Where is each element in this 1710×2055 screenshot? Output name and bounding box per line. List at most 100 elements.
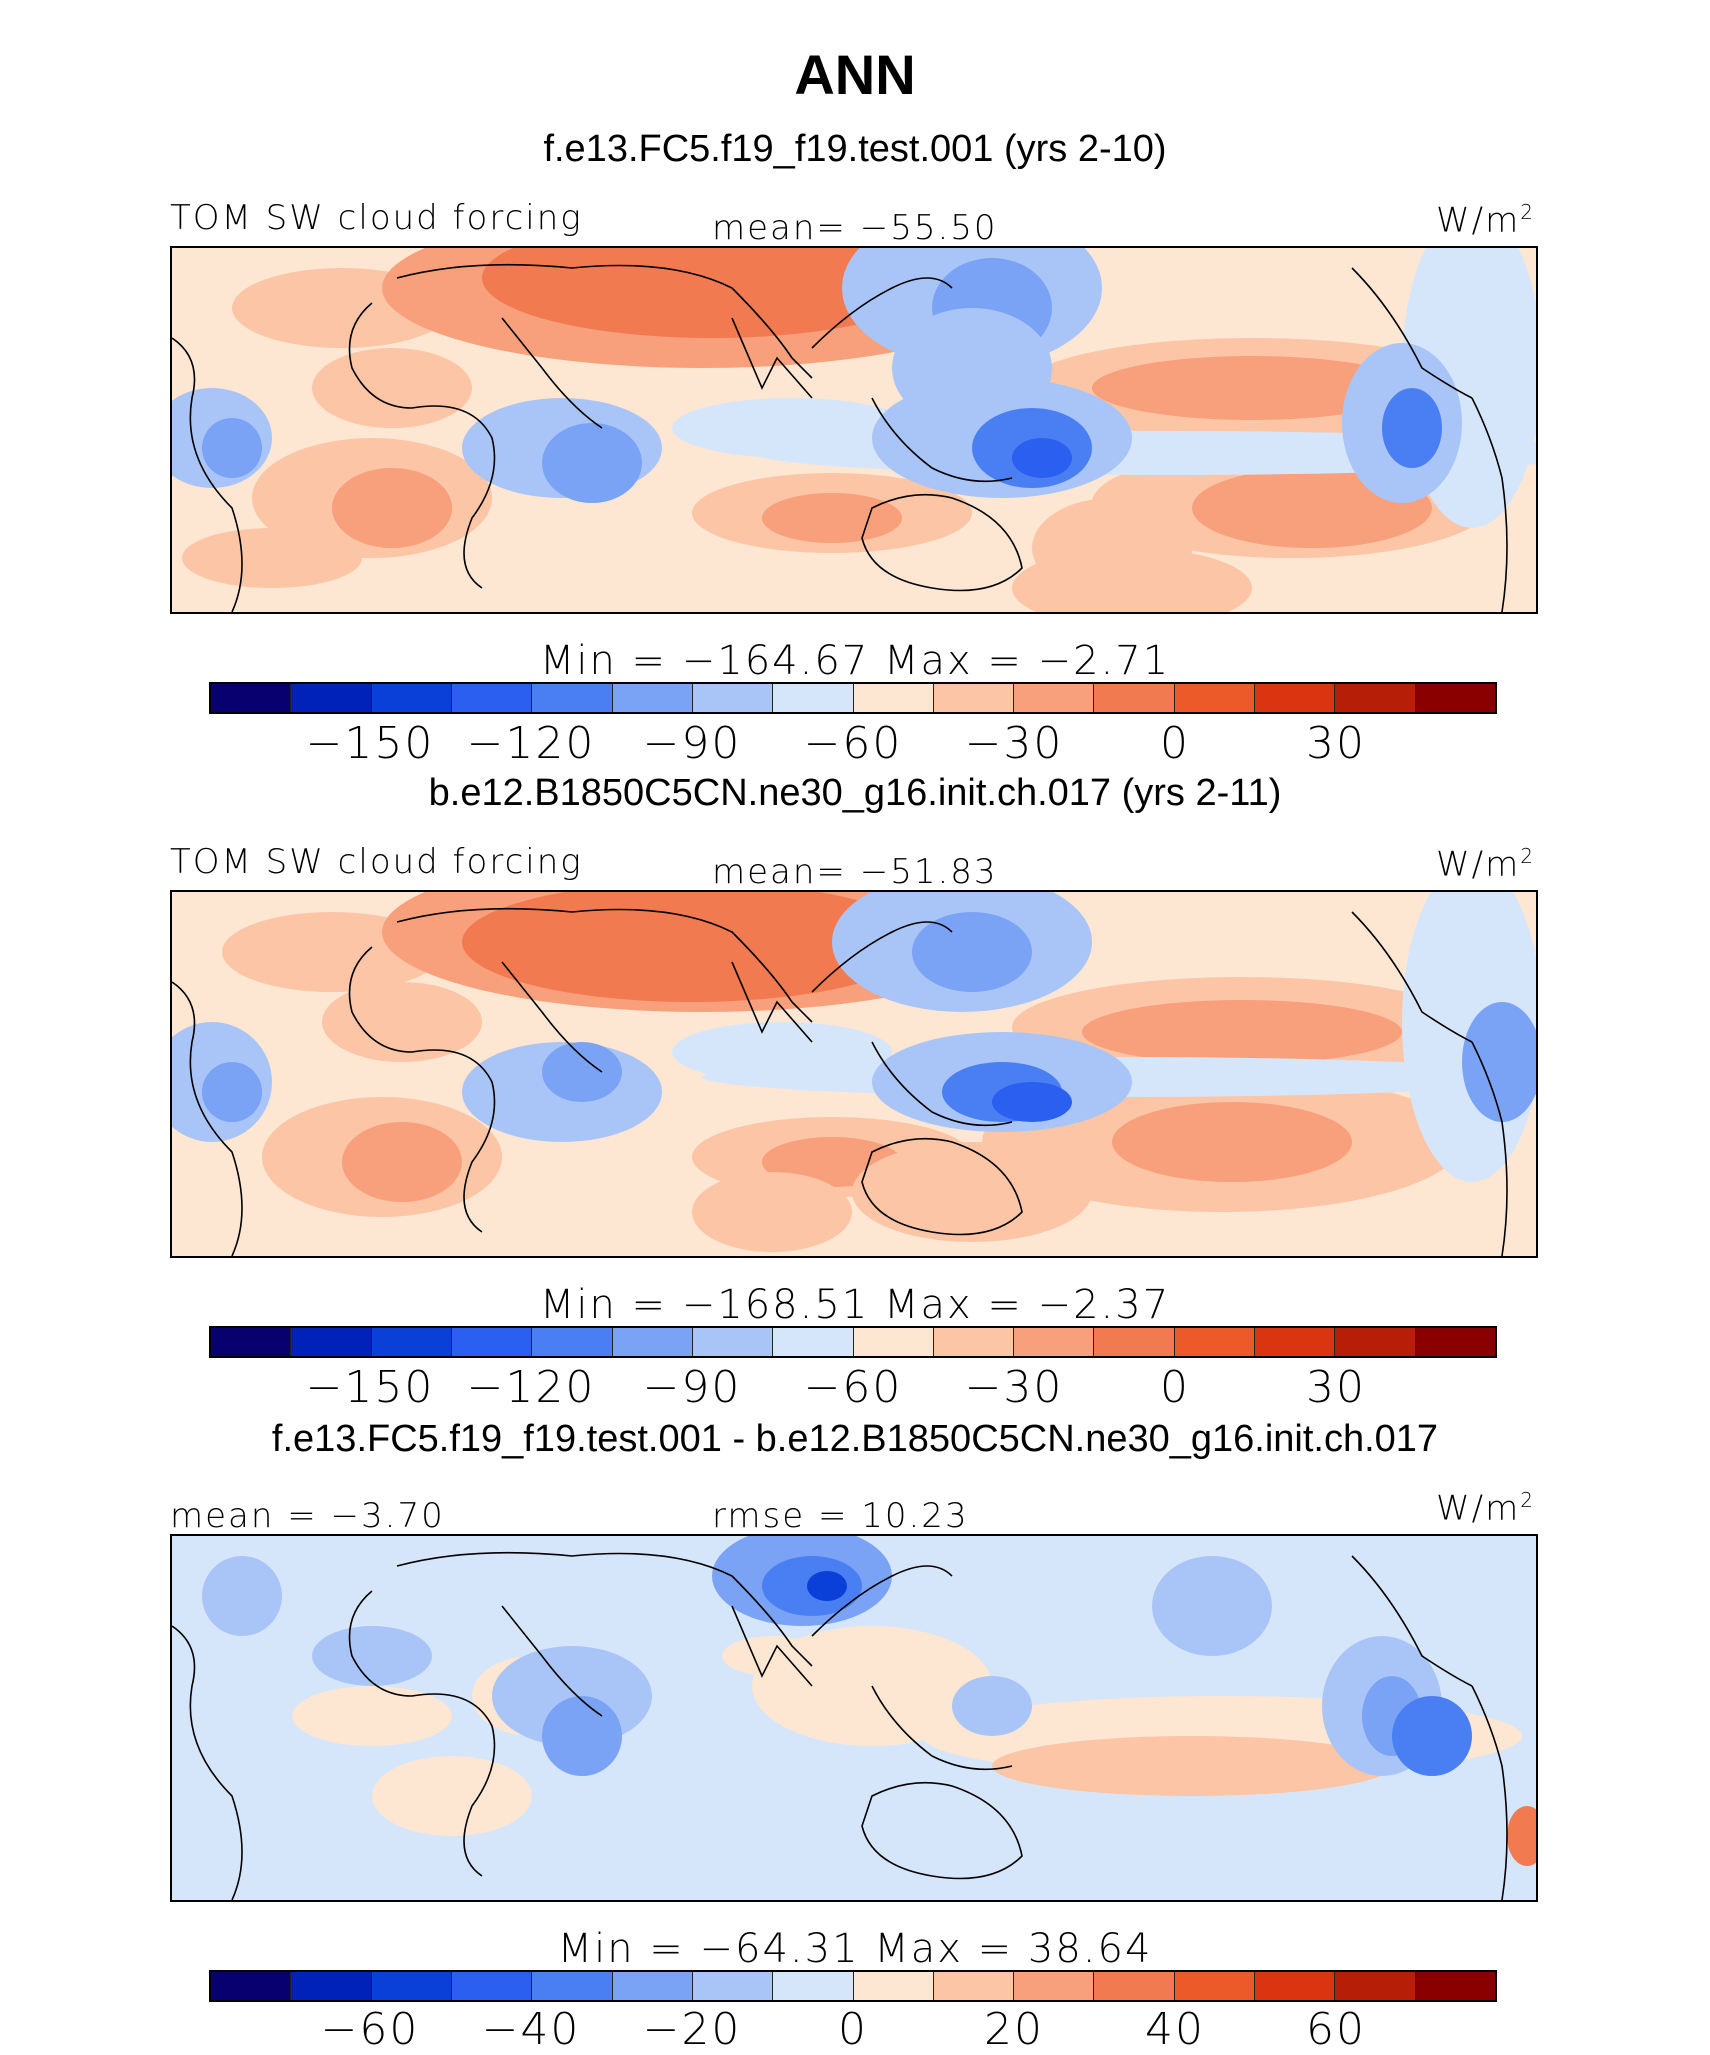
colorbar-swatch: [1014, 1972, 1095, 2000]
panel-2-left-label: TOM SW cloud forcing: [170, 842, 583, 882]
contour-region: [852, 1142, 1092, 1242]
coastline: [811, 921, 953, 993]
contour-region: [182, 528, 362, 588]
colorbar-swatch: [612, 684, 693, 712]
colorbar-swatch: [1174, 684, 1256, 712]
colorbar-tick-label: 0: [1160, 1362, 1190, 1413]
coastline: [396, 263, 813, 379]
contour-region: [912, 912, 1032, 992]
colorbar-swatch: [1094, 1328, 1175, 1356]
colorbar-tick-label: −60: [320, 2004, 420, 2055]
contour-region: [952, 1676, 1032, 1736]
colorbar-swatch: [1335, 1972, 1416, 2000]
colorbar-tick-label: −150: [305, 718, 435, 769]
contour-region: [1152, 1556, 1272, 1656]
contour-region: [1032, 498, 1192, 598]
coastline: [1471, 1685, 1508, 1900]
colorbar-tick-label: −60: [803, 718, 903, 769]
coastline: [871, 397, 1013, 483]
contour-region: [202, 418, 262, 478]
contour-region: [1382, 388, 1442, 468]
colorbar-swatch: [451, 684, 533, 712]
colorbar-tick-label: 60: [1306, 2004, 1366, 2055]
colorbar-swatch: [1335, 684, 1416, 712]
colorbar-swatch: [1415, 684, 1495, 712]
panel-3-map-svg: [172, 1536, 1536, 1900]
colorbar-swatch: [451, 1972, 533, 2000]
colorbar-swatch: [1174, 1972, 1256, 2000]
colorbar-swatch: [1415, 1972, 1495, 2000]
coastline: [811, 1565, 953, 1637]
contour-region: [1112, 1102, 1352, 1182]
colorbar-swatch: [692, 1328, 774, 1356]
colorbar-swatch: [1094, 684, 1175, 712]
colorbar-tick-label: −90: [642, 1362, 742, 1413]
colorbar-swatch: [532, 684, 613, 712]
coastline: [501, 317, 603, 429]
coastline: [172, 337, 243, 612]
panel-1-map-svg: [172, 248, 1536, 612]
colorbar-tick-label: 0: [1160, 718, 1190, 769]
coastline: [396, 907, 813, 1023]
panel-3-mean-label: mean = −3.70: [170, 1496, 445, 1536]
colorbar-swatch: [532, 1972, 613, 2000]
colorbar-tick-label: −150: [305, 1362, 435, 1413]
colorbar-tick-label: −30: [964, 1362, 1064, 1413]
coastline: [1351, 1555, 1473, 1687]
panel-3-colorbar-ticks: −60 −40 −20 0 20 40 60: [0, 2004, 1710, 2055]
colorbar-swatch: [1255, 1972, 1336, 2000]
colorbar-swatch: [933, 1328, 1015, 1356]
contour-region: [1092, 356, 1412, 420]
coastline: [861, 1137, 1023, 1236]
coastline: [501, 961, 603, 1073]
colorbar-swatch: [371, 1972, 452, 2000]
contour-region: [482, 248, 942, 338]
coastline: [172, 981, 243, 1256]
colorbar-swatch: [773, 684, 854, 712]
colorbar-tick-label: −90: [642, 718, 742, 769]
colorbar-tick-label: −30: [964, 718, 1064, 769]
coastline: [348, 1590, 496, 1877]
panel-1-colorbar-ticks: −150 −120 −90 −60 −30 0 30: [0, 718, 1710, 769]
contour-region: [692, 1172, 852, 1252]
coastline: [348, 302, 496, 589]
colorbar-swatch: [291, 684, 372, 712]
coastline: [348, 946, 496, 1233]
panel-2-mean-label: mean= −51.83: [712, 852, 998, 892]
contour-region: [372, 1756, 532, 1836]
contour-region: [312, 348, 472, 428]
panel-2-colorbar: [209, 1326, 1497, 1358]
colorbar-swatch: [1335, 1328, 1416, 1356]
coastline: [1471, 397, 1508, 612]
colorbar-tick-label: −60: [803, 1362, 903, 1413]
colorbar-swatch: [1255, 1328, 1336, 1356]
colorbar-swatch: [692, 1972, 774, 2000]
coastline: [731, 1605, 813, 1687]
panel-1-colorbar: [209, 682, 1497, 714]
coastline: [172, 1625, 243, 1900]
contour-region: [542, 423, 642, 503]
panel-1-mean-label: mean= −55.50: [712, 208, 998, 248]
colorbar-tick-label: −120: [466, 1362, 596, 1413]
colorbar-tick-label: 20: [984, 2004, 1044, 2055]
contour-region: [762, 493, 902, 543]
contour-region: [542, 1042, 622, 1102]
panel-3-title: f.e13.FC5.f19_f19.test.001 - b.e12.B1850…: [271, 1418, 1439, 1460]
colorbar-swatch: [692, 684, 774, 712]
contour-region: [1012, 438, 1072, 478]
coastline: [811, 277, 953, 349]
contour-region: [312, 1626, 432, 1686]
colorbar-tick-label: −20: [642, 2004, 742, 2055]
contour-region: [807, 1571, 847, 1601]
colorbar-swatch: [612, 1328, 693, 1356]
colorbar-swatch: [853, 684, 934, 712]
colorbar-swatch: [291, 1328, 372, 1356]
contour-region: [1462, 1002, 1536, 1122]
colorbar-swatch: [532, 1328, 613, 1356]
colorbar-swatch: [371, 684, 452, 712]
panel-2-map: [170, 890, 1538, 1258]
colorbar-swatch: [211, 1328, 292, 1356]
colorbar-swatch: [933, 1972, 1015, 2000]
panel-1-units: W/m2: [1436, 200, 1535, 241]
coastline: [1471, 1041, 1508, 1256]
